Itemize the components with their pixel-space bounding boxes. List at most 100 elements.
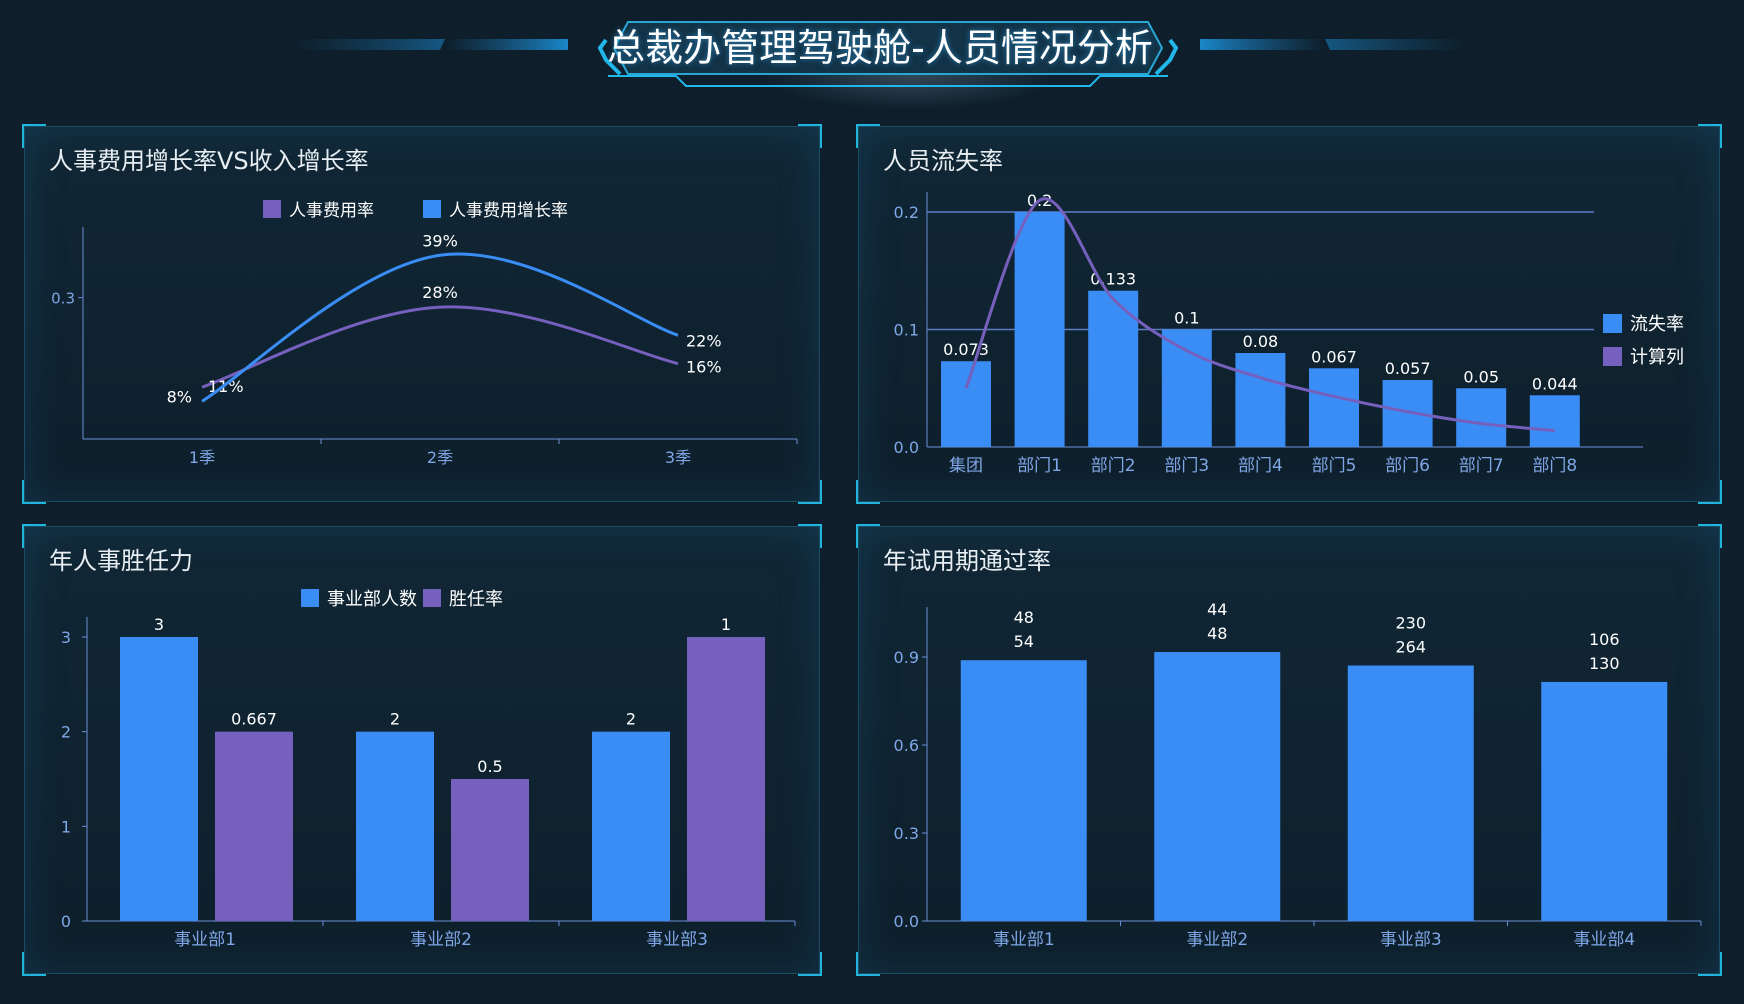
corner-decoration — [856, 480, 880, 504]
series-line — [201, 305, 679, 389]
y-tick-label: 0.9 — [894, 648, 919, 667]
x-tick-label: 3季 — [665, 448, 691, 467]
x-tick-label: 事业部2 — [1186, 930, 1248, 950]
x-tick-label: 部门6 — [1385, 456, 1430, 476]
x-tick-label: 1季 — [189, 448, 215, 467]
bar — [592, 731, 670, 921]
bar — [687, 637, 765, 921]
legend-label: 计算列 — [1630, 347, 1684, 368]
bar — [1541, 681, 1668, 921]
bar — [1154, 652, 1281, 921]
legend-label: 流失率 — [1630, 314, 1684, 335]
data-label: 3 — [154, 615, 164, 634]
x-tick-label: 事业部3 — [1380, 930, 1442, 950]
y-tick-label: 0.6 — [894, 736, 919, 755]
data-label: 0.05 — [1463, 367, 1499, 386]
x-tick-label: 部门8 — [1532, 456, 1577, 476]
chart-competency: 0 1 2 3 事业部人数 胜任率 3 0.667 事业部1 2 0.5 事业部2 2 1 事业部3 — [61, 589, 796, 950]
data-label: 28% — [422, 283, 458, 302]
bar — [1088, 290, 1139, 447]
legend-swatch — [1603, 314, 1622, 333]
bar — [356, 731, 434, 921]
bar — [1529, 395, 1580, 447]
header-deco-right-2 — [1325, 39, 1465, 50]
corner-decoration — [856, 952, 880, 976]
header-deco-left-1 — [295, 39, 445, 50]
corner-decoration — [856, 124, 880, 148]
y-tick-label: 0 — [61, 912, 71, 931]
page-title: 总裁办管理驾驶舱-人员情况分析 — [607, 26, 1153, 70]
data-label: 54 — [1014, 632, 1034, 651]
data-label: 1 — [721, 615, 731, 634]
y-tick-label: 0.0 — [894, 912, 919, 931]
x-tick-label: 集团 — [949, 456, 983, 476]
title-plate-left-accent — [597, 38, 622, 76]
bar — [1161, 329, 1212, 447]
corner-decoration — [798, 524, 822, 548]
data-label: 0.5 — [477, 757, 502, 776]
bar — [1235, 353, 1286, 447]
bar — [941, 361, 991, 447]
header: 总裁办管理驾驶舱-人员情况分析 — [0, 0, 1744, 110]
data-label: 2 — [390, 710, 400, 729]
x-tick-label: 2季 — [427, 448, 453, 467]
bar — [215, 731, 293, 921]
corner-decoration — [798, 124, 822, 148]
corner-decoration — [22, 124, 46, 148]
title-plate-right-accent — [1154, 38, 1179, 76]
corner-decoration — [798, 480, 822, 504]
corner-decoration — [1698, 952, 1722, 976]
series-line — [964, 197, 1555, 433]
x-tick-label: 事业部1 — [174, 930, 236, 950]
y-tick-label: 1 — [61, 817, 71, 836]
y-tick-label: 0.0 — [894, 438, 919, 457]
chart-title: 人事费用增长率VS收入增长率 — [49, 147, 369, 175]
x-tick-label: 部门1 — [1017, 456, 1062, 476]
panel-turnover: 人员流失率 0.0 0.1 0.2 0.073 集团 0.2 部门1 0.133 部门2 0.1 部… — [856, 124, 1722, 504]
header-frame — [295, 21, 1465, 87]
data-label: 48 — [1014, 608, 1034, 627]
chart-turnover: 0.00.10.20.073集团0.2部门10.133部门20.1部门30.08… — [894, 191, 1684, 476]
corner-decoration — [22, 524, 46, 548]
x-tick-label: 部门4 — [1238, 456, 1283, 476]
y-tick-label: 0.3 — [894, 824, 919, 843]
panel-probation: 年试用期通过率 0.0 0.3 0.6 0.9 48 54 事业部1 44 48 事业部2 230 2… — [856, 524, 1722, 976]
corner-decoration — [22, 952, 46, 976]
corner-decoration — [1698, 124, 1722, 148]
corner-decoration — [1698, 480, 1722, 504]
legend-swatch — [1603, 347, 1622, 366]
corner-decoration — [1698, 524, 1722, 548]
y-tick-label: 3 — [61, 628, 71, 647]
x-tick-label: 事业部2 — [410, 930, 472, 950]
data-label: 16% — [686, 358, 722, 377]
series-line — [201, 252, 679, 403]
data-label: 230 — [1395, 614, 1426, 633]
data-label: 0.067 — [1311, 347, 1357, 366]
chart-title: 人员流失率 — [883, 147, 1003, 175]
data-label: 0.08 — [1243, 332, 1279, 351]
y-tick-label: 0.3 — [51, 290, 75, 308]
data-label: 48 — [1207, 624, 1227, 643]
legend-label: 胜任率 — [449, 589, 503, 610]
data-label: 44 — [1207, 600, 1227, 619]
x-tick-label: 事业部3 — [646, 930, 708, 950]
data-label: 0.057 — [1385, 359, 1431, 378]
bar — [1347, 665, 1474, 921]
data-label: 22% — [686, 331, 722, 350]
chart-title: 年试用期通过率 — [883, 547, 1051, 575]
panel-cost-growth: 人事费用增长率VS收入增长率 0.3 1季 2季 3季 人事费用率 人事费用增长率 11% 2… — [22, 124, 822, 504]
legend-swatch — [423, 589, 441, 607]
y-tick-label: 2 — [61, 723, 71, 742]
x-tick-label: 事业部4 — [1573, 930, 1635, 950]
legend-label: 事业部人数 — [327, 589, 417, 610]
bar — [1456, 388, 1507, 447]
panel-competency: 年人事胜任力 0 1 2 3 事业部人数 胜任率 3 0.667 事业部1 2 0.5 事业部2 2 1 事… — [22, 524, 822, 976]
y-tick-label: 0.2 — [894, 203, 919, 222]
data-label: 130 — [1589, 654, 1620, 673]
legend-label: 人事费用增长率 — [449, 201, 568, 221]
corner-decoration — [22, 480, 46, 504]
legend-swatch — [263, 200, 281, 218]
data-label: 0.044 — [1532, 374, 1578, 393]
bar — [451, 779, 529, 921]
y-tick-label: 0.1 — [894, 321, 919, 340]
